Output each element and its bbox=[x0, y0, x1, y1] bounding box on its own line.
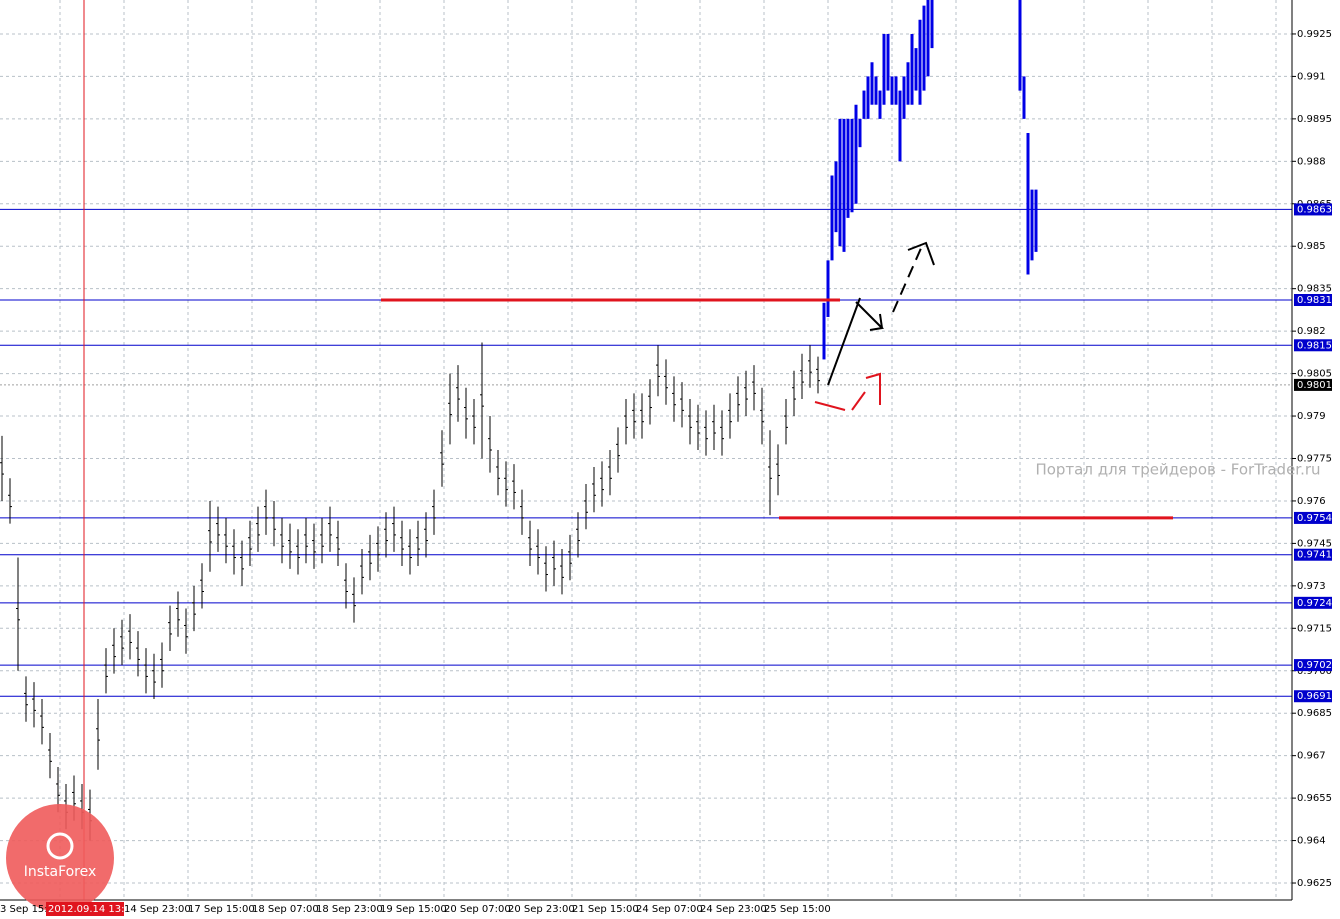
y-tick-label: 0.967 bbox=[1297, 751, 1326, 762]
watermark: Портал для трейдеров - ForTrader.ru bbox=[1035, 461, 1320, 479]
x-tick-label: 20 Sep 07:00 bbox=[444, 904, 511, 915]
level-label-box bbox=[1294, 596, 1332, 609]
arrow bbox=[851, 391, 866, 411]
level-label: 0.9863 bbox=[1297, 204, 1332, 215]
level-label-box bbox=[1294, 294, 1332, 306]
arrow bbox=[907, 241, 935, 266]
x-tick-label: 20 Sep 23:00 bbox=[508, 904, 575, 915]
x-tick-label: 3 Sep 15:00 bbox=[0, 904, 60, 915]
y-tick-label: 0.988 bbox=[1297, 156, 1326, 167]
arrow bbox=[892, 245, 923, 313]
x-tick-label: 18 Sep 23:00 bbox=[316, 904, 383, 915]
arrow bbox=[827, 297, 861, 386]
arrow bbox=[855, 301, 885, 331]
level-label-box bbox=[1294, 339, 1332, 352]
level-label-box bbox=[1294, 203, 1332, 216]
x-tick-label: 18 Sep 07:00 bbox=[252, 904, 319, 915]
level-label: 0.9815 bbox=[1297, 340, 1332, 351]
y-tick-label: 0.9655 bbox=[1297, 793, 1332, 804]
current-price-box bbox=[1294, 378, 1332, 391]
forecast-arrows bbox=[814, 241, 935, 411]
y-tick-label: 0.9925 bbox=[1297, 29, 1332, 40]
y-tick-label: 0.9895 bbox=[1297, 114, 1332, 125]
level-label: 0.9754 bbox=[1297, 513, 1332, 524]
level-label: 0.9691 bbox=[1297, 691, 1332, 702]
x-label-highlight bbox=[46, 902, 124, 916]
arrow bbox=[814, 401, 846, 411]
x-tick-label: 14 Sep 23:00 bbox=[124, 904, 191, 915]
current-price-label: 0.9801 bbox=[1297, 380, 1332, 391]
level-label: 0.9724 bbox=[1297, 598, 1332, 609]
x-tick-label: 2012.09.14 13:00 bbox=[48, 904, 137, 915]
y-tick-label: 0.9715 bbox=[1297, 623, 1332, 634]
y-tick-label: 0.9805 bbox=[1297, 369, 1332, 380]
arrow bbox=[865, 372, 881, 405]
y-tick-label: 0.982 bbox=[1297, 326, 1326, 337]
y-tick-label: 0.985 bbox=[1297, 241, 1326, 252]
x-tick-label: 24 Sep 07:00 bbox=[636, 904, 703, 915]
plot-area bbox=[0, 0, 1292, 884]
x-tick-label: 19 Sep 15:00 bbox=[380, 904, 447, 915]
level-label-box bbox=[1294, 548, 1332, 561]
y-tick-label: 0.9700 bbox=[1297, 666, 1332, 677]
y-tick-label: 0.9685 bbox=[1297, 708, 1332, 719]
y-tick-label: 0.9835 bbox=[1297, 284, 1332, 295]
y-tick-label: 0.979 bbox=[1297, 411, 1326, 422]
level-label: 0.9741 bbox=[1297, 550, 1332, 561]
vertical-grid bbox=[59, 0, 1277, 900]
logo-text: InstaForex bbox=[24, 864, 97, 880]
logo: InstaForex bbox=[6, 804, 114, 912]
y-tick-label: 0.9775 bbox=[1297, 453, 1332, 464]
y-tick-label: 0.9745 bbox=[1297, 538, 1332, 549]
y-tick-label: 0.976 bbox=[1297, 496, 1326, 507]
level-label-box bbox=[1294, 659, 1332, 672]
level-label-box bbox=[1294, 690, 1332, 703]
level-label-box bbox=[1294, 511, 1332, 524]
x-tick-label: 21 Sep 15:00 bbox=[572, 904, 639, 915]
level-label: 0.9831 bbox=[1297, 295, 1332, 306]
logo-icon bbox=[46, 832, 74, 860]
x-tick-label: 25 Sep 15:00 bbox=[764, 904, 831, 915]
y-tick-label: 0.9625 bbox=[1297, 878, 1332, 889]
y-tick-label: 0.964 bbox=[1297, 836, 1326, 847]
x-tick-label: 17 Sep 15:00 bbox=[188, 904, 255, 915]
x-tick-label: 24 Sep 23:00 bbox=[700, 904, 767, 915]
level-label: 0.9702 bbox=[1297, 660, 1332, 671]
y-tick-label: 0.973 bbox=[1297, 581, 1326, 592]
y-tick-label: 0.991 bbox=[1297, 71, 1326, 82]
